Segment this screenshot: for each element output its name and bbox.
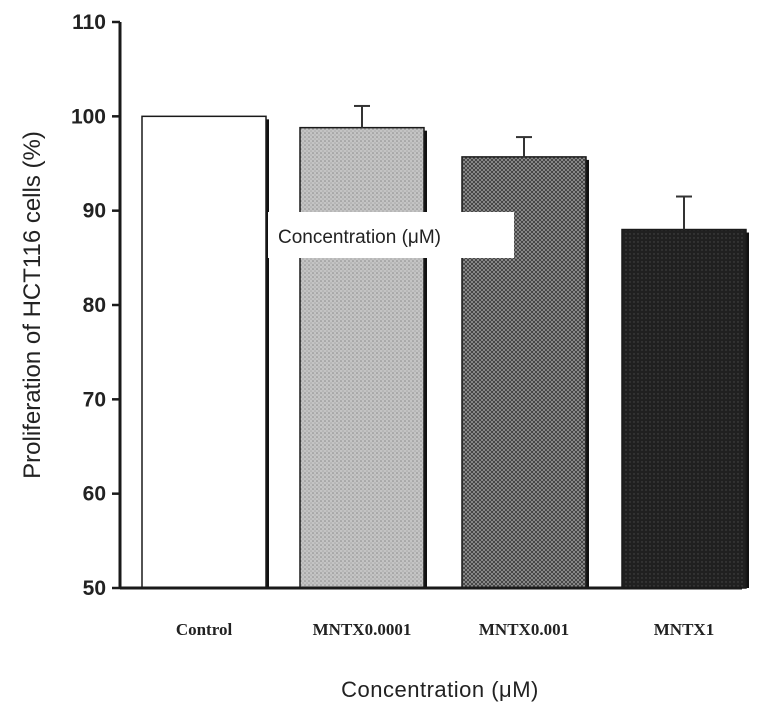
- y-ticks-group: 50 60 70 80 90 100 110: [71, 11, 120, 600]
- x-tick-label-mntx0-001: MNTX0.001: [479, 620, 569, 639]
- bar-control: [141, 115, 267, 589]
- y-tick-label-90: 90: [83, 200, 106, 223]
- y-tick-label-110: 110: [72, 11, 106, 34]
- bar-mntx0-0001: [299, 126, 425, 589]
- x-ticks-group: Control MNTX0.0001 MNTX0.001 MNTX1: [176, 620, 714, 639]
- x-axis-label: Concentration (μM): [341, 677, 539, 702]
- x-tick-label-mntx0-0001: MNTX0.0001: [313, 620, 412, 639]
- bar-mntx1: [621, 228, 747, 589]
- y-tick-label-70: 70: [83, 388, 106, 411]
- bars-group: [141, 115, 749, 589]
- y-tick-label-100: 100: [71, 105, 106, 128]
- y-axis-label: Proliferation of HCT116 cells (%): [19, 131, 46, 479]
- y-tick-label-80: 80: [83, 294, 106, 317]
- y-tick-label-50: 50: [83, 577, 106, 600]
- y-tick-label-60: 60: [83, 483, 106, 506]
- annotation-label: Concentration (μM): [278, 227, 441, 248]
- x-tick-label-mntx1: MNTX1: [654, 620, 714, 639]
- error-bars-group: [354, 104, 692, 230]
- annotation-box: [268, 212, 514, 258]
- x-tick-label-control: Control: [176, 620, 233, 639]
